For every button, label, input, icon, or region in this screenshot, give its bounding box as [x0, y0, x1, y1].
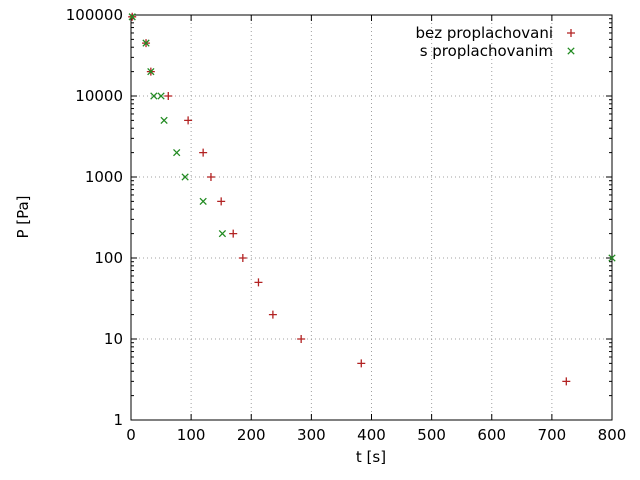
- x-tick-labels: 0 100 200 300 400 500 600 700 800: [126, 426, 626, 444]
- data-point-marker-series-0: [206, 173, 215, 181]
- data-point-marker-series-0: [254, 278, 263, 287]
- data-point-marker-series-1: [142, 39, 150, 47]
- data-points: [128, 12, 616, 386]
- x-tick-label: 500: [417, 426, 446, 444]
- data-point-marker-series-0: [184, 116, 193, 125]
- x-tick-label: 700: [538, 426, 567, 444]
- legend-label-series-1: s proplachovanim: [420, 42, 553, 60]
- data-point-marker-series-1: [128, 13, 136, 21]
- data-point-marker-series-1: [147, 67, 155, 76]
- legend-markers: [567, 29, 575, 55]
- x-tick-label: 400: [357, 426, 386, 444]
- y-axis-title: P [Pa]: [14, 195, 32, 238]
- data-point-marker-series-1: [218, 229, 227, 238]
- data-point-marker-series-0: [229, 229, 238, 238]
- plot-border: [130, 14, 613, 421]
- x-axis-title: t [s]: [356, 448, 386, 466]
- x-tick-label: 300: [297, 426, 326, 444]
- data-point-marker-series-0: [268, 310, 277, 319]
- grid-lines: [131, 15, 612, 420]
- data-point-marker-series-1: [199, 197, 207, 206]
- data-point-marker-series-1: [160, 116, 168, 125]
- x-tick-label: 0: [126, 426, 136, 444]
- legend: bez proplachovani s proplachovanim: [416, 24, 575, 60]
- y-tick-label: 1000: [85, 168, 123, 186]
- legend-marker-series-0: [567, 29, 575, 37]
- data-point-marker-series-1: [608, 254, 616, 262]
- data-point-marker-series-0: [297, 335, 306, 343]
- data-point-marker-series-0: [199, 148, 208, 157]
- y-tick-labels: 1 10 100 1000 10000 100000: [66, 6, 123, 429]
- data-point-marker-series-1: [173, 148, 181, 157]
- legend-marker-series-1: [567, 47, 575, 55]
- y-tick-label: 100000: [66, 6, 123, 24]
- data-point-marker-series-0: [238, 254, 247, 262]
- y-tick-label: 10000: [75, 87, 123, 105]
- data-point-marker-series-1: [181, 173, 189, 181]
- x-tick-label: 800: [598, 426, 627, 444]
- data-point-marker-series-1: [157, 92, 165, 100]
- legend-label-series-0: bez proplachovani: [416, 24, 553, 42]
- data-point-marker-series-0: [562, 377, 571, 386]
- y-tick-label: 10: [104, 330, 123, 348]
- data-point-marker-series-1: [150, 92, 158, 100]
- x-tick-label: 600: [477, 426, 506, 444]
- data-point-marker-series-0: [164, 92, 173, 100]
- data-point-marker-series-0: [357, 359, 366, 368]
- data-point-marker-series-0: [217, 197, 226, 206]
- x-tick-label: 100: [177, 426, 206, 444]
- x-tick-label: 200: [237, 426, 266, 444]
- y-tick-label: 1: [113, 411, 123, 429]
- y-tick-label: 100: [94, 249, 123, 267]
